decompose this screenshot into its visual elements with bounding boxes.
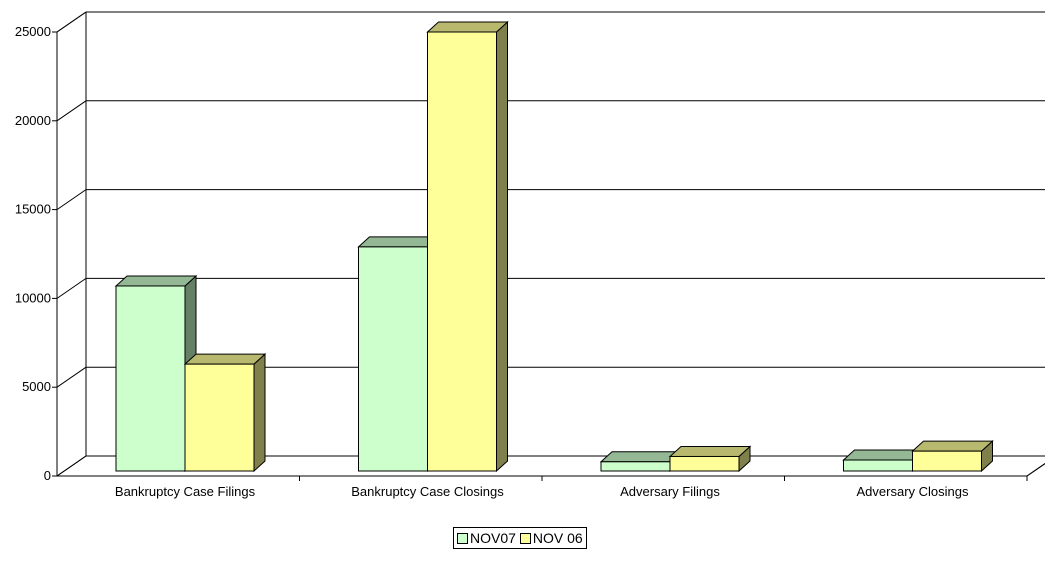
side-wall-tick-15000 xyxy=(56,189,87,211)
y-tick-label-10000: 10000 xyxy=(15,290,51,305)
y-tick-label-15000: 15000 xyxy=(15,202,51,217)
bar-1-series-1-top xyxy=(114,275,198,287)
x-tick-label-1: Bankruptcy Case Filings xyxy=(115,484,256,499)
side-wall-tick-5000 xyxy=(56,366,87,388)
side-wall-top-edge xyxy=(56,11,87,33)
chart-legend: NOV07 NOV 06 xyxy=(453,527,587,549)
bar-1-series-2 xyxy=(184,363,255,472)
bar-2-series-1 xyxy=(358,246,428,472)
x-tick-label-2: Bankruptcy Case Closings xyxy=(351,484,504,499)
side-wall-tick-20000 xyxy=(56,100,87,122)
y-tick-label-25000: 25000 xyxy=(15,24,51,39)
x-tick-label-3: Adversary Filings xyxy=(620,484,720,499)
bar-1-series-2-side xyxy=(253,352,266,473)
x-tick-label-4: Adversary Closings xyxy=(857,484,969,499)
legend-item-series-1: NOV07 xyxy=(457,530,516,546)
side-wall-tick-10000 xyxy=(56,277,87,299)
bar-2-series-2-side xyxy=(496,20,508,473)
y-tick-label-5000: 5000 xyxy=(22,379,51,394)
bar-4-series-2 xyxy=(912,450,982,472)
legend-label-series-1: NOV07 xyxy=(470,530,516,546)
bar-4-series-2-top xyxy=(911,440,994,452)
side-wall-tick-0 xyxy=(56,455,87,477)
floor-right-edge xyxy=(1026,462,1045,477)
bar-2-series-2-top xyxy=(426,21,509,33)
bar-4-series-1 xyxy=(843,459,913,472)
legend-item-series-2: NOV 06 xyxy=(519,530,583,546)
y-tick-label-0: 0 xyxy=(44,468,51,483)
bar-1-series-2-top xyxy=(183,353,267,365)
legend-label-series-2: NOV 06 xyxy=(532,530,583,546)
legend-swatch-series-1 xyxy=(457,532,468,544)
bar-2-series-1-top xyxy=(357,236,440,248)
bar-2-series-2 xyxy=(427,31,497,472)
bar-3-series-2 xyxy=(669,455,740,472)
bar-1-series-1 xyxy=(115,285,186,472)
bar-3-series-2-top xyxy=(668,445,752,457)
y-tick-label-20000: 20000 xyxy=(15,113,51,128)
legend-swatch-series-2 xyxy=(519,532,531,544)
bar-3-series-1 xyxy=(600,461,671,472)
